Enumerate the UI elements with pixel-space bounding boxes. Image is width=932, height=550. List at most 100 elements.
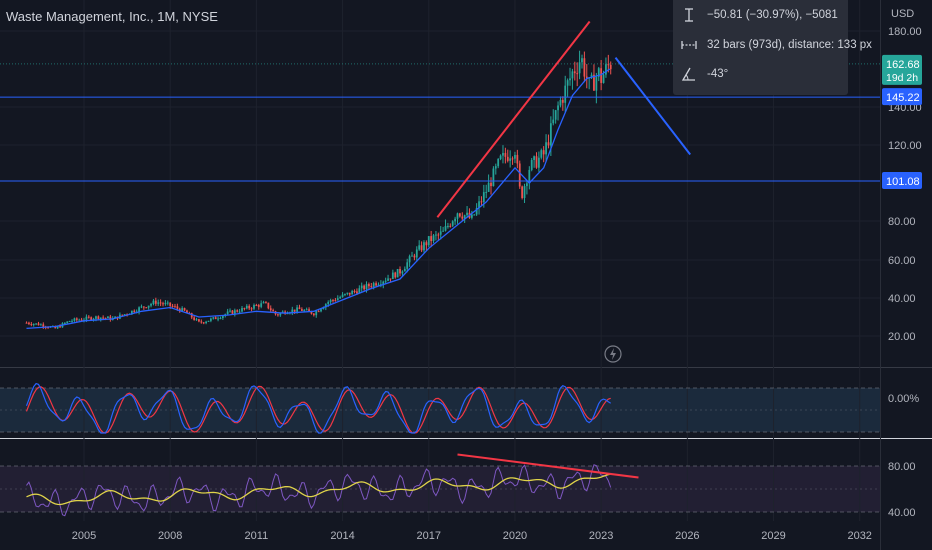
candle-body (432, 235, 435, 242)
candle-body (435, 234, 437, 236)
candle-body (499, 155, 502, 159)
candle-body (90, 317, 93, 320)
candle-body (566, 80, 569, 86)
candle-body (552, 119, 555, 124)
candle-body (569, 78, 571, 81)
candle-body (209, 318, 212, 321)
candle-body (518, 163, 521, 187)
candle-body (447, 225, 449, 227)
candle-body (140, 306, 143, 308)
candle-body (255, 305, 258, 307)
candle-body (217, 318, 219, 320)
measure-bars-text: 32 bars (973d), distance: 133 px (707, 39, 872, 51)
x-axis-tick: 2023 (589, 530, 613, 542)
price-axis-tick: 40.00 (888, 293, 916, 305)
candle-body (602, 74, 605, 83)
candle-body (475, 207, 478, 215)
price-label-badge (882, 88, 922, 106)
candle-body (183, 308, 186, 311)
candle-body (497, 158, 500, 167)
currency-label[interactable]: USD (891, 8, 915, 20)
candle-body (66, 321, 69, 323)
candle-body (554, 110, 557, 120)
candle-body (470, 214, 473, 218)
price-axis-tick: 120.00 (888, 140, 922, 152)
rsi-axis-tick: 80.00 (888, 461, 916, 473)
candle-body (490, 182, 492, 187)
candle-body (346, 292, 349, 294)
candle-body (262, 302, 265, 304)
candle-body (109, 316, 112, 320)
candle-body (87, 316, 90, 318)
candle-body (272, 310, 275, 312)
candle-body (260, 303, 263, 307)
candle-body (200, 321, 203, 323)
price-label-text: 101.08 (886, 176, 920, 188)
candle-body (427, 236, 430, 246)
last-price-badge (882, 54, 922, 85)
candle-body (332, 299, 334, 301)
candle-body (425, 242, 428, 246)
candle-body (365, 284, 368, 290)
candle-body (277, 314, 279, 316)
projection-line[interactable] (614, 56, 691, 156)
last-price-text: 162.68 (886, 59, 920, 71)
candle-body (147, 305, 150, 308)
candle-body (609, 64, 612, 70)
candle-body (336, 298, 339, 301)
candle-body (590, 74, 593, 78)
candle-body (152, 300, 155, 305)
candle-body (293, 309, 296, 312)
candle-body (535, 156, 538, 168)
trendline[interactable] (436, 20, 591, 218)
candle-body (403, 268, 406, 272)
candle-body (310, 311, 313, 314)
rsi-line (26, 464, 612, 517)
candle-body (557, 105, 559, 111)
rsi-axis-tick: 40.00 (888, 507, 916, 519)
candle-body (542, 150, 545, 155)
price-axis-tick: 60.00 (888, 255, 916, 267)
candle-body (473, 214, 476, 216)
candle-body (238, 311, 241, 313)
candle-body (368, 284, 370, 287)
candle-body (415, 249, 418, 258)
candle-body (530, 159, 533, 170)
candle-body (394, 272, 397, 278)
candle-body (387, 278, 389, 281)
candle-body (73, 318, 76, 321)
candle-body (329, 299, 332, 303)
rsi-divergence-line[interactable] (457, 453, 639, 479)
flash-icon[interactable] (604, 345, 622, 363)
candle-body (370, 286, 373, 288)
candle-body (437, 234, 440, 236)
candle-body (298, 307, 301, 310)
candle-body (384, 280, 387, 282)
candle-body (597, 68, 600, 77)
candle-body (528, 169, 531, 184)
candle-body (245, 305, 248, 309)
candle-body (356, 291, 358, 294)
candle-body (80, 319, 83, 321)
x-axis-tick: 2008 (158, 530, 182, 542)
candle-body (212, 317, 215, 319)
candle-body (25, 322, 28, 324)
candle-body (312, 313, 315, 316)
candle-body (502, 152, 504, 156)
candle-body (104, 317, 107, 319)
candle-body (303, 310, 306, 312)
candle-body (181, 308, 184, 312)
candle-body (250, 308, 253, 310)
candle-body (193, 317, 196, 320)
candle-body (231, 310, 234, 314)
candle-body (492, 168, 495, 187)
candle-body (516, 154, 519, 164)
candle-body (341, 294, 344, 298)
candle-body (205, 321, 208, 324)
candle-body (300, 309, 303, 311)
height-measure-icon (685, 8, 693, 22)
candle-body (95, 316, 97, 319)
candle-body (411, 255, 413, 257)
candle-body (221, 315, 224, 319)
